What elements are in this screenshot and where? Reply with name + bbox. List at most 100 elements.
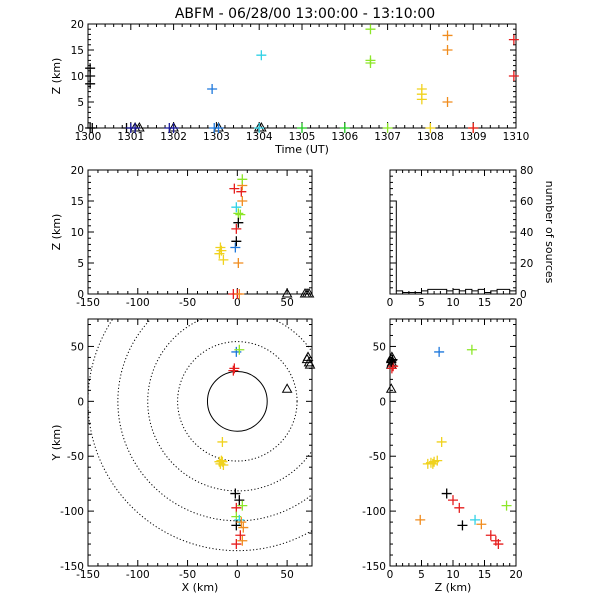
source-point bbox=[237, 500, 248, 511]
x-axis-label: Z (km) bbox=[435, 581, 472, 594]
y-tick-label: -50 bbox=[67, 451, 84, 463]
y-tick-label: 15 bbox=[71, 45, 84, 57]
histogram-bars bbox=[389, 200, 517, 294]
x-tick-label: 0 bbox=[387, 297, 394, 309]
source-point bbox=[231, 502, 242, 513]
source-point bbox=[87, 123, 98, 133]
source-point bbox=[415, 514, 426, 525]
source-point bbox=[234, 344, 245, 355]
source-point bbox=[468, 123, 479, 133]
y-tick-label: -50 bbox=[369, 451, 386, 463]
x-tick-label: 5 bbox=[418, 569, 425, 581]
y-tick-label: -150 bbox=[60, 561, 84, 573]
x-tick-label: 1306 bbox=[331, 131, 358, 143]
source-point bbox=[234, 495, 245, 506]
source-point bbox=[441, 488, 452, 499]
y-tick-label: 10 bbox=[71, 227, 84, 239]
panel-frame bbox=[87, 23, 517, 129]
y-tick-label: 50 bbox=[373, 341, 386, 353]
station-marker bbox=[281, 287, 293, 298]
x-tick-label: -150 bbox=[76, 569, 100, 581]
source-point bbox=[229, 183, 240, 194]
y-axis-label: Y (km) bbox=[50, 425, 63, 462]
y-tick-label: 15 bbox=[71, 196, 84, 208]
source-point bbox=[386, 356, 397, 367]
source-point bbox=[229, 363, 240, 374]
x-tick-label: 1303 bbox=[203, 131, 230, 143]
range-rings bbox=[88, 319, 312, 552]
panel-frame bbox=[389, 169, 517, 295]
source-point bbox=[218, 460, 229, 471]
x-tick-label: 1309 bbox=[460, 131, 487, 143]
source-point bbox=[436, 436, 447, 447]
y-axis-label: Z (km) bbox=[50, 58, 63, 95]
x-tick-label: -150 bbox=[76, 297, 100, 309]
source-point bbox=[207, 84, 218, 94]
station-marker bbox=[385, 383, 397, 393]
source-point bbox=[254, 123, 265, 133]
source-point bbox=[365, 58, 376, 68]
source-point bbox=[217, 436, 228, 447]
station-marker bbox=[304, 359, 316, 369]
panel-time-height: 1300 1301 1302 1303 1304 1305 1306 1307 1308 1309… bbox=[50, 19, 529, 156]
source-point bbox=[365, 24, 376, 35]
source-point bbox=[130, 123, 141, 133]
x-tick-label: 15 bbox=[478, 569, 491, 581]
station-marker bbox=[281, 383, 293, 393]
x-tick-label: -100 bbox=[126, 297, 150, 309]
source-point bbox=[442, 97, 453, 107]
panel-frame bbox=[87, 169, 313, 295]
y-axis-label: number of sources bbox=[543, 181, 556, 284]
station-marker bbox=[134, 121, 145, 132]
y-tick-label: 50 bbox=[71, 341, 84, 353]
x-axis-label: X (km) bbox=[182, 581, 219, 594]
source-point bbox=[382, 123, 393, 133]
range-ring bbox=[117, 319, 312, 522]
y-tick-label: 20 bbox=[71, 165, 84, 177]
x-axis-label: Time (UT) bbox=[274, 143, 329, 156]
source-point bbox=[493, 539, 504, 550]
panel-frame bbox=[87, 318, 313, 567]
source-point bbox=[508, 34, 519, 45]
y-tick-label: 60 bbox=[520, 196, 533, 208]
source-point bbox=[442, 45, 453, 55]
x-tick-label: 20 bbox=[509, 569, 522, 581]
source-point bbox=[85, 63, 96, 74]
chart-title: ABFM - 06/28/00 13:00:00 - 13:10:00 bbox=[175, 6, 435, 22]
source-point bbox=[457, 520, 468, 531]
panel-z-y: 0 5 10 15 20 -150 -100 -50 0 50 Z (km) bbox=[362, 318, 523, 594]
source-point bbox=[216, 455, 227, 466]
x-tick-label: 10 bbox=[446, 569, 459, 581]
y-tick-label: -150 bbox=[362, 561, 386, 573]
y-tick-label: -100 bbox=[362, 506, 386, 518]
x-tick-label: 50 bbox=[280, 297, 293, 309]
source-point bbox=[236, 517, 247, 528]
source-point bbox=[434, 346, 445, 357]
x-tick-label: -50 bbox=[179, 569, 196, 581]
source-point bbox=[231, 223, 242, 234]
source-point bbox=[508, 71, 519, 81]
range-ring bbox=[147, 319, 312, 492]
source-point bbox=[416, 94, 427, 105]
source-point bbox=[228, 365, 239, 376]
source-point bbox=[231, 202, 242, 213]
y-tick-label: 5 bbox=[77, 97, 84, 109]
source-point bbox=[485, 530, 496, 541]
y-tick-label: 20 bbox=[71, 19, 84, 31]
source-point bbox=[218, 254, 229, 265]
source-point bbox=[216, 245, 227, 256]
x-tick-label: 0 bbox=[387, 569, 394, 581]
x-tick-label: 1302 bbox=[160, 131, 187, 143]
x-tick-label: 0 bbox=[234, 569, 241, 581]
station-marker bbox=[302, 351, 314, 361]
x-tick-label: 10 bbox=[446, 297, 459, 309]
source-point bbox=[238, 522, 249, 533]
source-point bbox=[233, 208, 244, 219]
source-point bbox=[454, 502, 465, 513]
panel-plan-view: -150 -100 -50 0 50 -150 -100 -50 0 50 X (km) Y (km) bbox=[50, 318, 316, 594]
source-point bbox=[231, 539, 242, 550]
x-tick-label: 15 bbox=[478, 297, 491, 309]
y-tick-label: 40 bbox=[520, 227, 533, 239]
source-point bbox=[237, 535, 248, 546]
